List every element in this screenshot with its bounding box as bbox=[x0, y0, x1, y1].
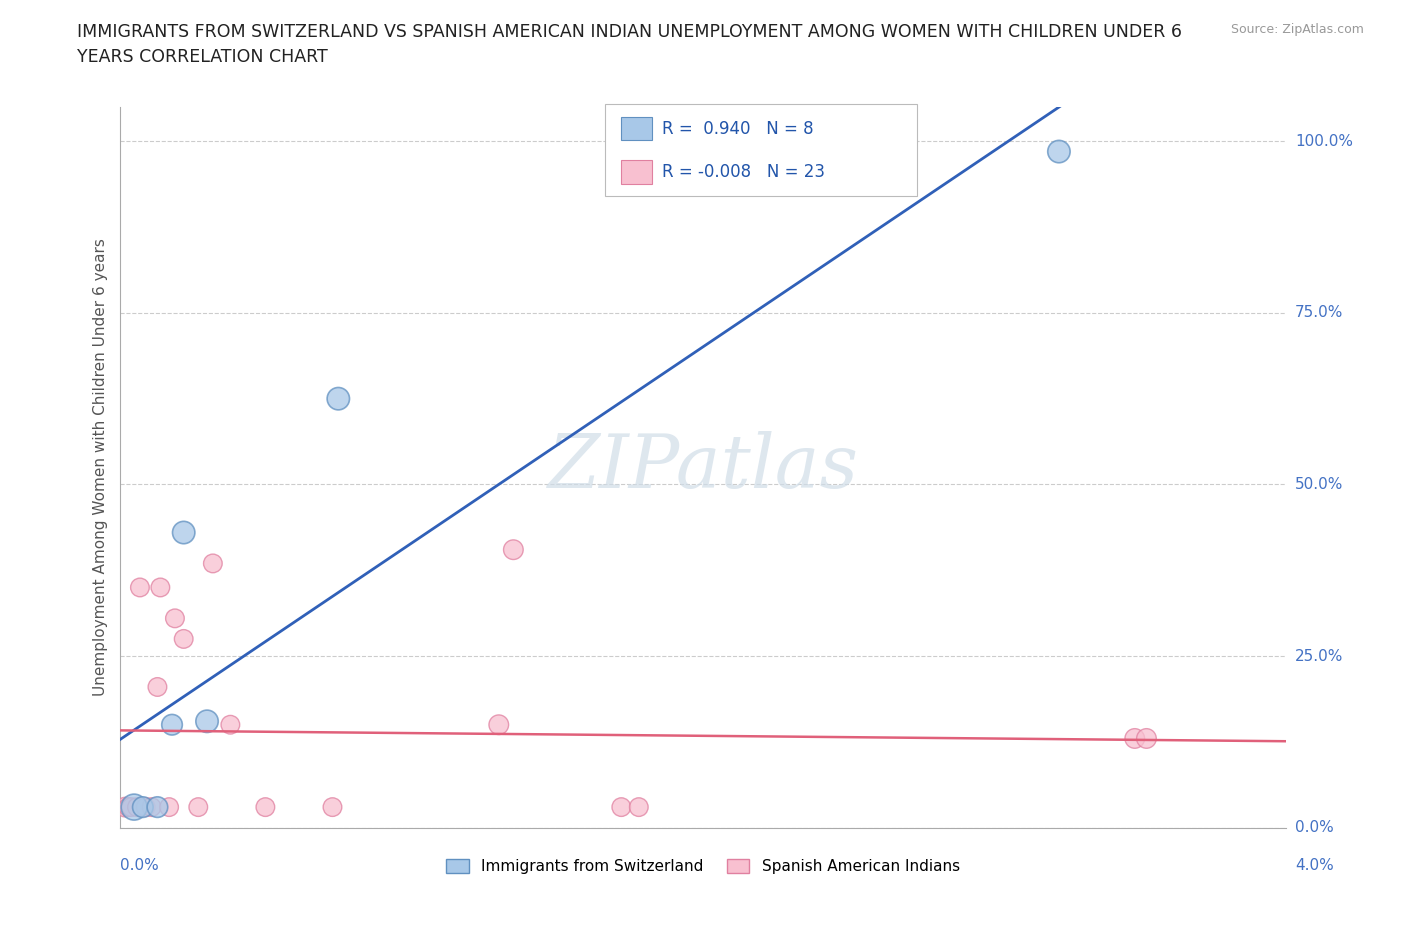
Point bbox=[114, 800, 136, 815]
Point bbox=[132, 800, 155, 815]
Point bbox=[201, 556, 224, 571]
Point bbox=[122, 800, 145, 815]
Text: Source: ZipAtlas.com: Source: ZipAtlas.com bbox=[1230, 23, 1364, 36]
Point bbox=[187, 800, 209, 815]
Text: 4.0%: 4.0% bbox=[1295, 858, 1333, 873]
Legend: Immigrants from Switzerland, Spanish American Indians: Immigrants from Switzerland, Spanish Ame… bbox=[446, 859, 960, 874]
Point bbox=[146, 800, 169, 815]
Text: 50.0%: 50.0% bbox=[1295, 477, 1343, 492]
Text: 75.0%: 75.0% bbox=[1295, 305, 1343, 320]
Point bbox=[141, 800, 163, 815]
Point bbox=[120, 800, 142, 815]
Text: 0.0%: 0.0% bbox=[120, 858, 159, 873]
Point bbox=[219, 717, 242, 732]
Text: 0.0%: 0.0% bbox=[1295, 820, 1333, 835]
Text: YEARS CORRELATION CHART: YEARS CORRELATION CHART bbox=[77, 48, 328, 66]
Point bbox=[627, 800, 650, 815]
Text: 100.0%: 100.0% bbox=[1295, 134, 1353, 149]
Point bbox=[502, 542, 524, 557]
Point bbox=[1123, 731, 1146, 746]
Point bbox=[173, 631, 195, 646]
Point bbox=[129, 580, 152, 595]
Text: ZIPatlas: ZIPatlas bbox=[547, 432, 859, 503]
Point bbox=[254, 800, 277, 815]
Point bbox=[321, 800, 343, 815]
Point bbox=[117, 800, 139, 815]
Point bbox=[1047, 144, 1070, 159]
Point bbox=[328, 392, 350, 406]
Point bbox=[1135, 731, 1157, 746]
Text: R = -0.008   N = 23: R = -0.008 N = 23 bbox=[662, 163, 825, 180]
Point bbox=[163, 611, 186, 626]
Point bbox=[488, 717, 510, 732]
Point bbox=[160, 717, 183, 732]
Point bbox=[149, 580, 172, 595]
Point bbox=[135, 800, 157, 815]
Text: R =  0.940   N = 8: R = 0.940 N = 8 bbox=[662, 120, 813, 138]
Text: IMMIGRANTS FROM SWITZERLAND VS SPANISH AMERICAN INDIAN UNEMPLOYMENT AMONG WOMEN : IMMIGRANTS FROM SWITZERLAND VS SPANISH A… bbox=[77, 23, 1182, 41]
Point bbox=[173, 525, 195, 540]
Point bbox=[146, 680, 169, 695]
Point bbox=[157, 800, 180, 815]
Y-axis label: Unemployment Among Women with Children Under 6 years: Unemployment Among Women with Children U… bbox=[93, 238, 108, 697]
Point bbox=[195, 714, 218, 729]
Point bbox=[125, 800, 148, 815]
Point bbox=[610, 800, 633, 815]
Text: 25.0%: 25.0% bbox=[1295, 648, 1343, 664]
